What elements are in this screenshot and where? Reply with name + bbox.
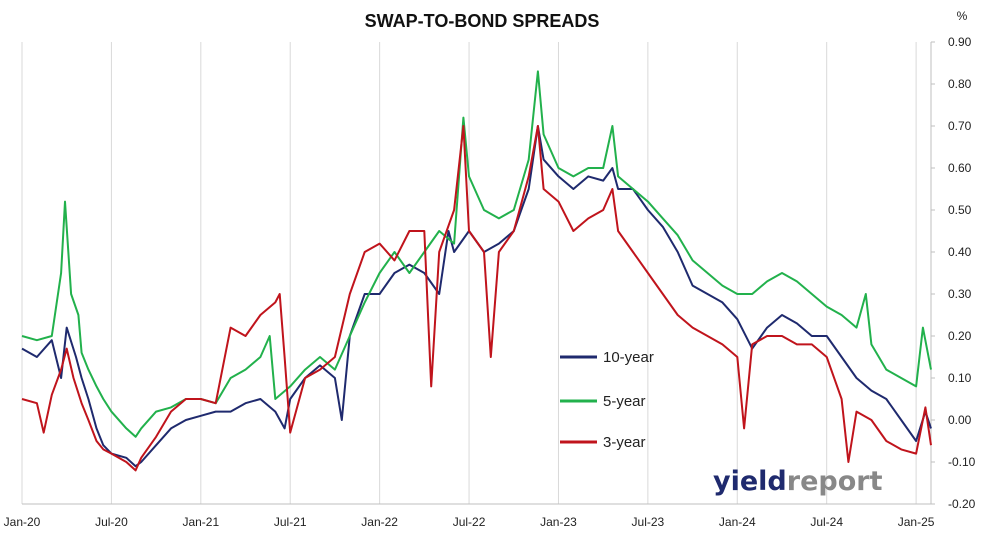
y-axis-tick-labels: 0.90 0.80 0.70 0.60 0.50 0.40 0.30 0.20 0.10 0.00… <box>948 35 976 511</box>
y-tick-label: 0.70 <box>948 119 972 133</box>
series-lines <box>21 70 932 472</box>
x-tick-label: Jul-22 <box>453 515 486 529</box>
x-tick-label: Jul-23 <box>632 515 665 529</box>
y-tick-label: 0.00 <box>948 413 972 427</box>
series-line-10-year <box>21 125 932 468</box>
x-tick-label: Jul-20 <box>95 515 128 529</box>
legend-label-3-year: 3-year <box>603 434 646 451</box>
x-tick-label: Jan-22 <box>361 515 398 529</box>
y-tick-label: -0.20 <box>948 497 976 511</box>
yieldreport-logo: yieldreport <box>713 466 883 497</box>
x-axis-tick-labels: Jan-20 Jul-20 Jan-21 Jul-21 Jan-22 Jul-22 Jan-… <box>4 515 935 529</box>
legend-label-5-year: 5-year <box>603 393 646 410</box>
y-tick-label: -0.10 <box>948 455 976 469</box>
x-tick-label: Jan-25 <box>898 515 935 529</box>
chart-title: SWAP-TO-BOND SPREADS <box>365 11 600 31</box>
axes <box>22 41 935 505</box>
y-tick-label: 0.20 <box>948 329 972 343</box>
x-tick-label: Jan-21 <box>182 515 219 529</box>
y-tick-label: 0.90 <box>948 35 972 49</box>
y-tick-label: 0.50 <box>948 203 972 217</box>
x-tick-label: Jan-24 <box>719 515 756 529</box>
y-axis-unit-label: % <box>957 9 968 23</box>
x-tick-label: Jul-24 <box>810 515 843 529</box>
yieldreport-logo-part1: yield <box>713 466 787 497</box>
y-tick-label: 0.40 <box>948 245 972 259</box>
y-tick-label: 0.30 <box>948 287 972 301</box>
y-tick-label: 0.10 <box>948 371 972 385</box>
legend-label-10-year: 10-year <box>603 349 654 366</box>
x-tick-label: Jan-23 <box>540 515 577 529</box>
series-line-5-year <box>21 70 932 438</box>
x-tick-label: Jul-21 <box>274 515 307 529</box>
legend: 10-year 5-year 3-year <box>560 349 654 451</box>
y-tick-label: 0.60 <box>948 161 972 175</box>
y-tick-label: 0.80 <box>948 77 972 91</box>
x-tick-label: Jan-20 <box>4 515 41 529</box>
series-line-3-year <box>21 125 932 472</box>
yieldreport-logo-part2: report <box>787 466 883 497</box>
